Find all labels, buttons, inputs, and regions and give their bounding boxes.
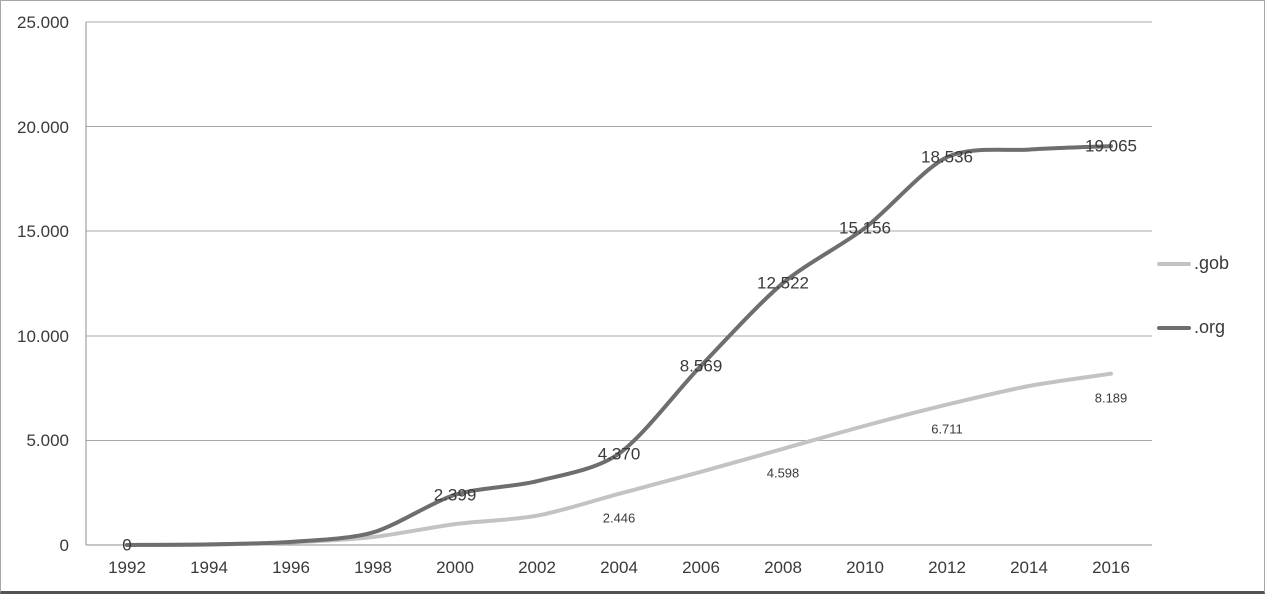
y-axis-label: 10.000 — [17, 326, 69, 346]
data-label: 2.446 — [602, 510, 636, 526]
x-axis-label: 1994 — [190, 558, 228, 577]
data-label: 6.711 — [931, 421, 963, 437]
x-axis-label: 2002 — [518, 558, 556, 577]
data-label: 0 — [122, 535, 132, 555]
y-axis-label: 25.000 — [17, 13, 69, 32]
x-axis-label: 2008 — [764, 558, 802, 577]
x-axis-label: 1998 — [354, 558, 392, 577]
x-axis-label: 2004 — [600, 558, 638, 577]
x-axis-label: 2000 — [436, 558, 474, 577]
data-label: 15.156 — [839, 218, 891, 238]
data-label: 19.065 — [1085, 136, 1137, 156]
x-axis-label: 1992 — [108, 558, 146, 577]
y-axis-label: 15.000 — [17, 222, 69, 242]
data-label: 8.569 — [679, 356, 723, 376]
legend-item-gob: .gob — [1157, 253, 1229, 274]
x-axis-label: 2010 — [846, 558, 884, 577]
data-label: 8.189 — [1094, 390, 1128, 406]
y-axis-label: 20.000 — [17, 117, 69, 137]
x-axis-label: 2016 — [1092, 558, 1130, 577]
gob-line-swatch — [1157, 261, 1191, 266]
data-label: 18.536 — [921, 147, 973, 167]
legend-item-org: .org — [1157, 317, 1225, 338]
data-label: 4.598 — [766, 465, 800, 481]
x-axis-label: 2012 — [928, 558, 966, 577]
y-axis-label: 0 — [59, 536, 69, 555]
legend-label-gob: .gob — [1194, 253, 1230, 273]
x-axis-label: 2006 — [682, 558, 720, 577]
x-axis-label: 1996 — [272, 558, 310, 577]
data-label: 2.399 — [433, 485, 477, 505]
data-label: 4.370 — [597, 444, 641, 464]
y-axis-label: 5.000 — [26, 431, 69, 451]
legend-label-org: .org — [1194, 317, 1226, 337]
org-line-swatch — [1157, 325, 1191, 330]
org-line — [125, 144, 1113, 547]
x-axis-label: 2014 — [1010, 558, 1048, 577]
data-label: 12.522 — [757, 273, 809, 293]
